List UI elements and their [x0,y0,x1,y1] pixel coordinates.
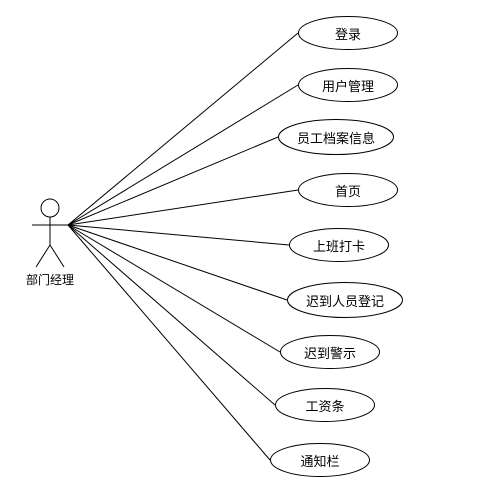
usecase-label: 登录 [335,24,361,43]
usecase-label: 首页 [335,181,361,200]
usecase-clock-in: 上班打卡 [289,228,389,262]
usecase-late-reg: 迟到人员登记 [287,282,403,318]
usecase-login: 登录 [298,16,398,50]
usecase-emp-profile: 员工档案信息 [278,119,394,155]
usecase-payslip: 工资条 [275,388,375,422]
usecase-notice: 通知栏 [270,443,370,477]
usecase-home: 首页 [298,173,398,207]
actor-label: 部门经理 [26,271,74,288]
usecase-user-mgmt: 用户管理 [298,68,398,102]
usecase-label: 上班打卡 [313,236,365,255]
use-case-diagram [0,0,504,500]
usecase-late-warn: 迟到警示 [280,335,380,369]
usecase-label: 工资条 [305,396,344,415]
usecase-label: 通知栏 [300,451,339,470]
usecase-label: 迟到警示 [304,343,356,362]
usecase-label: 员工档案信息 [297,128,375,147]
usecase-label: 迟到人员登记 [306,291,384,310]
usecase-label: 用户管理 [322,76,374,95]
